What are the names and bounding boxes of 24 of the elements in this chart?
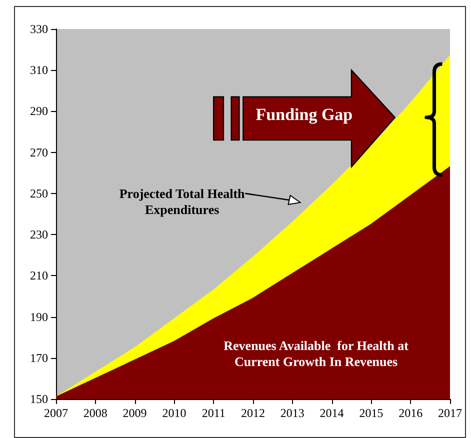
y-tick-label: 330 xyxy=(30,22,48,36)
y-tick-label: 190 xyxy=(30,310,48,324)
y-tick-label: 310 xyxy=(30,63,48,78)
x-tick-label: 2015 xyxy=(359,406,384,420)
text: Projected Total Health Expenditures xyxy=(118,186,246,218)
y-tick-label: 150 xyxy=(30,392,48,406)
y-tick-label: 290 xyxy=(30,104,48,118)
x-tick-label: 2008 xyxy=(83,406,108,420)
x-tick-label: 2010 xyxy=(162,406,186,420)
annotation: Funding Gap xyxy=(254,105,354,124)
x-tick-label: 2014 xyxy=(320,406,344,420)
y-tick-label: 270 xyxy=(30,145,48,160)
x-tick-label: 2016 xyxy=(398,406,423,420)
y-tick-label: 250 xyxy=(30,186,48,200)
x-tick-label: 2017 xyxy=(438,406,462,420)
y-tick-label: 230 xyxy=(30,228,48,242)
x-tick-label: 2011 xyxy=(202,406,226,420)
y-tick-label: 210 xyxy=(30,268,48,283)
x-tick-label: 2009 xyxy=(122,406,147,420)
x-tick-label: 2013 xyxy=(280,406,304,420)
x-tick-label: 2012 xyxy=(241,406,265,420)
y-tick-label: 170 xyxy=(30,350,48,365)
x-tick-label: 2007 xyxy=(44,406,68,420)
series-label: Revenues Available for Health at Current Growth In Revenues xyxy=(222,338,410,370)
